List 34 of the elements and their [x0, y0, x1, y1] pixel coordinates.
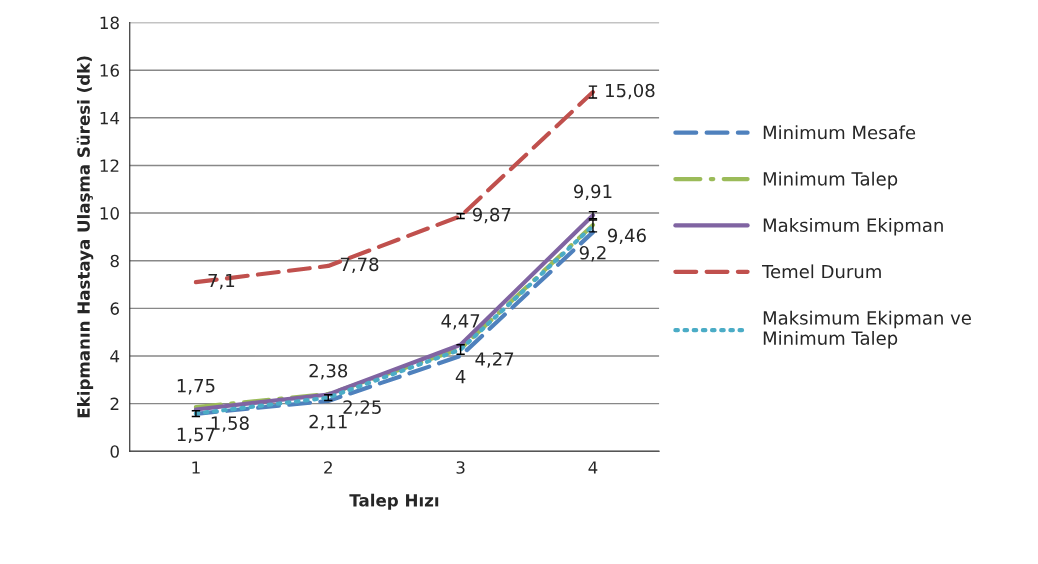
- data-label: 1,75: [177, 379, 215, 395]
- data-label: 2,11: [309, 414, 347, 431]
- x-axis-title: Talep Hızı: [349, 493, 439, 510]
- y-tick-label: 4: [110, 350, 120, 363]
- data-label: 9,2: [579, 245, 606, 262]
- x-tick-label: 2: [324, 461, 332, 474]
- legend-label: Minimum Talep: [763, 171, 898, 190]
- data-label: 2,38: [309, 363, 348, 380]
- y-tick-label: 18: [100, 16, 119, 30]
- y-tick-label: 2: [110, 397, 119, 410]
- legend-label: Minimum Mesafe: [763, 125, 916, 140]
- data-label: 9,46: [607, 228, 646, 245]
- data-label: 4,47: [441, 314, 480, 330]
- y-tick-label: 0: [110, 445, 119, 458]
- data-label: 7,78: [340, 257, 379, 274]
- data-label: 15,08: [606, 83, 655, 100]
- y-tick-label: 6: [110, 302, 119, 315]
- y-tick-label: 12: [100, 159, 119, 172]
- data-label: 9,91: [573, 184, 612, 201]
- y-tick-label: 10: [100, 207, 119, 220]
- y-tick-label: 14: [100, 111, 120, 125]
- data-label: 2,25: [343, 400, 381, 416]
- x-tick-label: 4: [588, 461, 598, 474]
- data-label: 9,87: [472, 207, 511, 224]
- legend-label: Maksimum Ekipman: [763, 218, 943, 236]
- x-tick-label: 1: [192, 461, 200, 474]
- y-tick-label: 8: [110, 254, 119, 268]
- y-tick-label: 16: [100, 64, 119, 77]
- x-tick-label: 3: [456, 461, 465, 474]
- legend-label: Temel Durum: [761, 264, 881, 279]
- data-label: 4,27: [475, 352, 514, 368]
- y-axis-title: Ekipmanın Hastaya Ulaşma Süresi (dk): [76, 56, 94, 418]
- legend-label: Maksimum Ekipman ve Minimum Talep: [763, 310, 971, 349]
- data-label: 4: [455, 369, 466, 384]
